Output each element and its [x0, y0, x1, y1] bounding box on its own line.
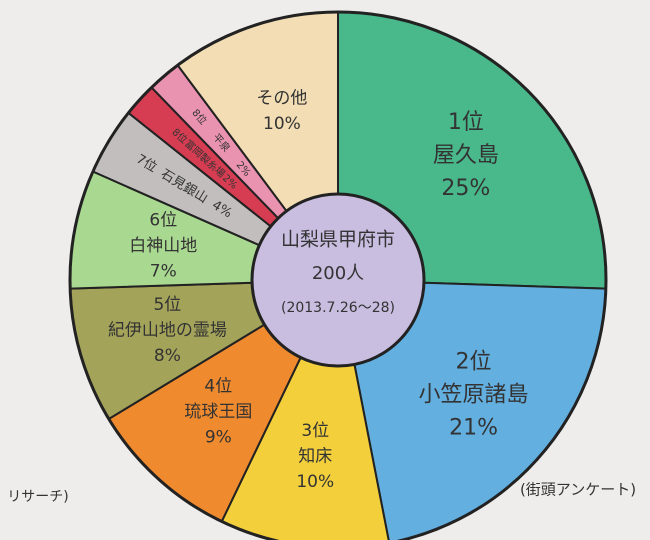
label-text: 10%: [263, 114, 301, 134]
note: リサーチ): [7, 489, 68, 505]
label-text: 9%: [205, 427, 232, 447]
label-text: 琉球王国: [184, 402, 252, 422]
label-text: 8%: [154, 346, 181, 366]
label-text: その他: [256, 88, 307, 108]
label-text: 知床: [298, 447, 332, 467]
label-text: 1位: [448, 110, 484, 135]
segment-label: その他 10%: [256, 88, 307, 134]
label-text: 屋久島: [433, 143, 499, 168]
label-text: 5位: [153, 295, 181, 315]
label-text: 25%: [441, 176, 490, 201]
label-text: 2位: [456, 349, 492, 374]
label-text: 7%: [150, 261, 177, 281]
center-text: 200人: [312, 263, 364, 284]
label-text: 白神山地: [129, 236, 197, 256]
label-text: 3位: [301, 421, 329, 441]
label-text: 6位: [149, 210, 177, 230]
label-text: 10%: [296, 472, 334, 492]
label-text: 4位: [204, 376, 232, 396]
label-text: 21%: [449, 415, 498, 440]
note: (街頭アンケート): [520, 481, 636, 499]
center-circle: [250, 192, 426, 368]
label-text: 小笠原諸島: [419, 382, 529, 407]
label-text: 紀伊山地の霊場: [108, 321, 227, 341]
center-text: 山梨県甲府市: [281, 229, 395, 251]
outer-ring: [68, 10, 608, 540]
center-text: (2013.7.26〜28): [281, 300, 395, 316]
